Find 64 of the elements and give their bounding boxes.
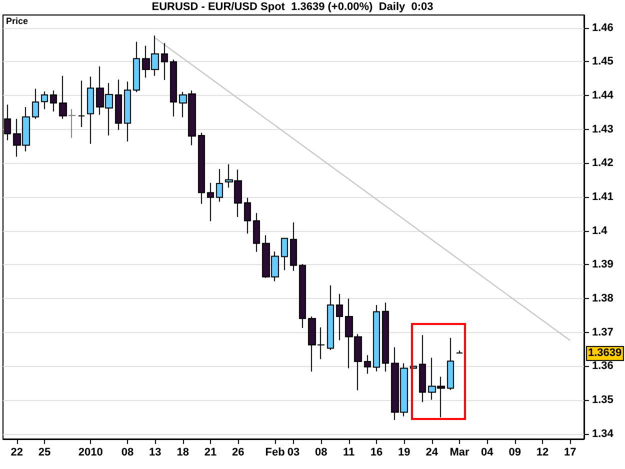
candlestick <box>115 79 122 131</box>
x-tick-label: 08 <box>121 446 134 458</box>
y-tick-label: 1.41 <box>592 191 614 204</box>
x-tick-label: Mar <box>450 446 470 458</box>
candlestick <box>299 264 306 329</box>
candlestick <box>32 88 39 120</box>
candlestick <box>133 41 140 93</box>
y-tick-label: 1.39 <box>592 258 614 271</box>
x-tick-label: 25 <box>38 446 51 458</box>
y-tick-label: 1.42 <box>592 157 614 170</box>
x-tick-label: 09 <box>508 446 521 458</box>
x-tick-label: 18 <box>176 446 189 458</box>
y-tick-label: 1.37 <box>592 326 614 338</box>
candlestick <box>216 168 223 202</box>
x-tick-label: 13 <box>149 446 162 458</box>
y-axis-title: Price <box>6 16 28 26</box>
candlestick <box>373 304 380 372</box>
x-tick-label: 08 <box>315 446 328 458</box>
candlestick <box>290 222 297 272</box>
candlestick <box>327 284 334 351</box>
candlestick <box>161 42 168 80</box>
candlestick <box>124 81 131 142</box>
y-tick-label: 1.46 <box>592 22 614 34</box>
y-tick-label: 1.38 <box>592 292 614 305</box>
y-tick-label: 1.45 <box>592 56 614 68</box>
x-tick-label: 17 <box>564 446 576 458</box>
candlestick <box>244 197 251 234</box>
y-tick-label: 1.43 <box>592 123 614 136</box>
candlestick <box>382 302 389 372</box>
candlestick <box>456 350 463 354</box>
x-tick-label: 22 <box>10 446 23 458</box>
x-tick-label: 2010 <box>78 446 103 458</box>
candlestick <box>50 90 57 112</box>
candlestick <box>87 76 94 144</box>
candlestick <box>170 59 177 118</box>
candlestick <box>419 334 426 403</box>
candlestick <box>59 75 67 120</box>
candlestick <box>78 80 85 128</box>
candlestick <box>198 132 205 204</box>
x-tick-label: 26 <box>232 446 244 458</box>
annotation: 1.3639 <box>586 346 624 362</box>
candlestick <box>281 238 288 271</box>
candlestick <box>253 212 260 252</box>
x-tick-label: 12 <box>536 446 549 458</box>
candlestick <box>207 182 214 222</box>
y-tick-label: 1.44 <box>592 90 614 102</box>
chart-title: EURUSD - EUR/USD Spot 1.3639 (+0.00%) Daily 0:03 <box>150 1 434 13</box>
x-tick-label: 04 <box>481 446 494 458</box>
x-tick-label: 24 <box>426 446 439 458</box>
y-tick-label: 1.35 <box>592 394 614 406</box>
candlestick <box>68 108 76 138</box>
x-tick-label: 21 <box>204 446 217 458</box>
y-tick-label: 1.36 <box>592 360 614 372</box>
x-tick-label: 19 <box>398 446 410 458</box>
x-tick-label: 03 <box>287 446 300 458</box>
candlestick <box>336 293 343 341</box>
candlestick <box>447 337 454 390</box>
x-tick-label: Feb <box>265 446 286 458</box>
candlestick <box>364 354 371 374</box>
x-tick-label: 11 <box>343 446 355 458</box>
y-tick-label: 1.34 <box>592 428 614 440</box>
y-tick-label: 1.4 <box>592 224 608 237</box>
x-tick-label: 16 <box>370 446 383 458</box>
candlestick <box>41 90 48 110</box>
